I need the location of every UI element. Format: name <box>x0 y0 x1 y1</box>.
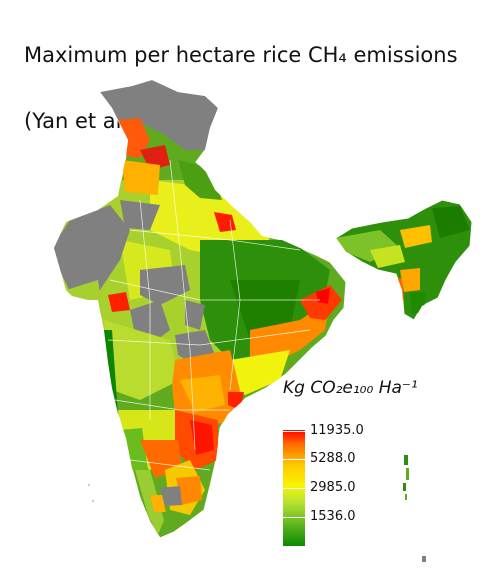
mainland-map <box>53 79 347 539</box>
legend-tick-label: 2985.0 <box>310 480 356 495</box>
northeast-map <box>335 199 473 321</box>
title-line-1: Maximum per hectare rice CH₄ emissions <box>24 43 458 67</box>
legend-tick <box>283 488 305 489</box>
legend-tick <box>283 517 305 518</box>
legend-title: Kg CO₂e₁₀₀ Ha⁻¹ <box>283 378 418 398</box>
lakshadweep-islands <box>88 484 94 502</box>
legend-tick-label: 11935.0 <box>310 423 364 438</box>
legend-tick-label: 1536.0 <box>310 509 356 524</box>
legend-tick <box>283 459 305 460</box>
legend-tick <box>283 431 305 432</box>
legend-tick-label: 5288.0 <box>310 451 356 466</box>
andaman-islands <box>403 455 426 562</box>
